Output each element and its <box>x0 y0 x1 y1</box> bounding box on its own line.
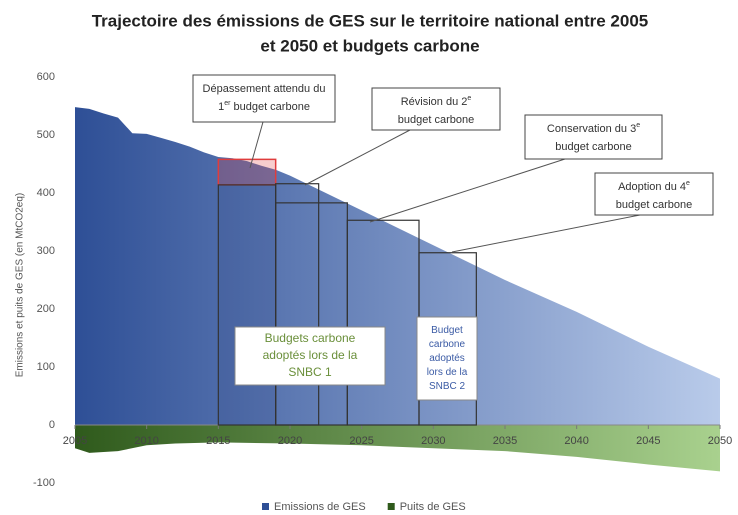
y-tick-label: 0 <box>49 419 55 431</box>
callout-text-part: Révision du 2 <box>401 96 468 108</box>
label-text: SNBC 2 <box>429 381 466 392</box>
connector <box>369 158 566 223</box>
legend-swatch <box>262 503 269 510</box>
label-box <box>234 326 386 386</box>
label-text: Budget <box>431 325 463 336</box>
callout-text-part: budget carbone <box>398 114 474 126</box>
y-tick-label: 300 <box>37 245 55 257</box>
callout-text: Conservation du 3e <box>547 122 640 135</box>
y-tick-label: 100 <box>37 361 55 373</box>
callout-text-part: e <box>686 180 690 187</box>
y-tick-label: 400 <box>37 187 55 199</box>
callout-text-part: Dépassement attendu du <box>203 83 326 95</box>
budget <box>217 184 277 426</box>
y-tick-label: 200 <box>37 303 55 315</box>
callout-text-part: budget carbone <box>230 101 310 113</box>
label-text: lors de la <box>427 367 468 378</box>
x-tick-label: 2050 <box>708 435 732 447</box>
callout-text: budget carbone <box>398 114 474 126</box>
chart-title: et 2050 et budgets carbone <box>260 36 479 55</box>
callout-text-part: e <box>636 122 640 129</box>
connector <box>304 129 411 186</box>
x-tick-label: 2035 <box>493 435 517 447</box>
callout-text-part: e <box>467 95 471 102</box>
callout-text: budget carbone <box>616 199 692 211</box>
callout-text-part: budget carbone <box>616 199 692 211</box>
legend-label: Emissions de GES <box>274 501 366 513</box>
connector <box>451 214 641 253</box>
x-tick-label: 2030 <box>421 435 445 447</box>
callout-text: Adoption du 4e <box>618 180 690 193</box>
label-text: carbone <box>429 339 466 350</box>
callout-box <box>524 114 663 160</box>
x-tick-label: 2005 <box>63 435 87 447</box>
y-tick-label: -100 <box>33 477 55 489</box>
x-tick-label: 2040 <box>564 435 588 447</box>
callout-box <box>594 172 714 216</box>
area <box>75 425 720 472</box>
callout-text-part: Conservation du 3 <box>547 123 636 135</box>
x-tick-label: 2045 <box>636 435 660 447</box>
callout-box <box>371 87 501 131</box>
connector <box>249 121 264 169</box>
y-tick-label: 500 <box>37 129 55 141</box>
x-tick-label: 2020 <box>278 435 302 447</box>
chart-title: Trajectoire des émissions de GES sur le … <box>92 11 649 30</box>
y-axis-label: Emissions et puits de GES (en MtCO2eq) <box>15 193 26 378</box>
label-text: adoptés lors de la <box>263 348 358 362</box>
callout-text: Dépassement attendu du <box>203 83 326 95</box>
callout-text-part: Adoption du 4 <box>618 181 686 193</box>
callout-text: Révision du 2e <box>401 95 472 108</box>
label-text: SNBC 1 <box>288 365 332 379</box>
callout-text: 1er budget carbone <box>218 100 310 113</box>
x-tick-label: 2010 <box>134 435 158 447</box>
x-tick-label: 2025 <box>349 435 373 447</box>
callout-text: budget carbone <box>555 141 631 153</box>
label-text: adoptés <box>429 353 465 364</box>
label-text: Budgets carbone <box>265 331 356 345</box>
y-tick-label: 600 <box>37 71 55 83</box>
overshoot <box>217 158 277 186</box>
legend-swatch <box>387 503 395 510</box>
callout-text-part: er <box>224 100 231 107</box>
callout-text-part: budget carbone <box>555 141 631 153</box>
callout-box <box>192 74 336 123</box>
legend-label: Puits de GES <box>400 501 466 513</box>
x-tick-label: 2015 <box>206 435 230 447</box>
label-box <box>416 316 478 401</box>
callout-text-part: 1 <box>218 101 224 113</box>
